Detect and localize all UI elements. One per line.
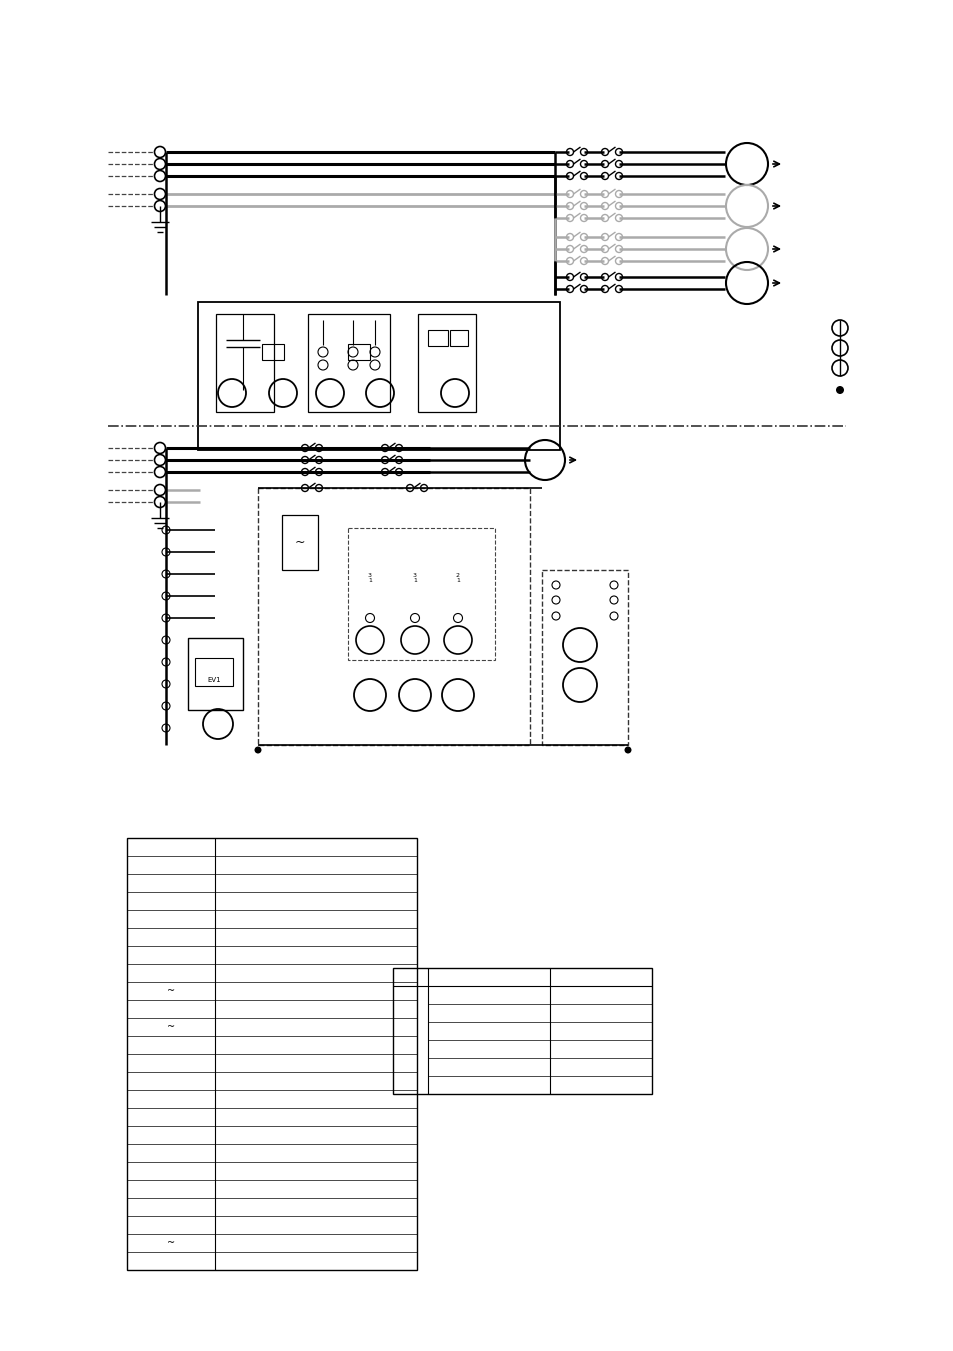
Text: EV1: EV1	[207, 677, 220, 684]
Bar	[127, 838, 416, 1270]
Bar	[282, 515, 317, 570]
Text: 3
1: 3 1	[368, 573, 372, 584]
Circle shape	[835, 386, 843, 394]
Bar	[428, 330, 448, 346]
Bar	[393, 969, 651, 1094]
Text: ~: ~	[167, 986, 175, 996]
Bar	[417, 313, 476, 412]
Text: ~: ~	[167, 1238, 175, 1248]
Bar	[194, 658, 233, 686]
Text: ~: ~	[167, 1021, 175, 1032]
Bar	[188, 638, 243, 711]
Bar	[348, 345, 370, 359]
Bar	[215, 313, 274, 412]
Text: 2
1: 2 1	[456, 573, 459, 584]
Bar	[450, 330, 468, 346]
Bar	[198, 303, 559, 450]
Circle shape	[254, 747, 261, 754]
Text: 3
1: 3 1	[413, 573, 416, 584]
Text: ~: ~	[294, 535, 305, 549]
Circle shape	[624, 747, 631, 754]
Bar	[308, 313, 390, 412]
Bar	[262, 345, 284, 359]
